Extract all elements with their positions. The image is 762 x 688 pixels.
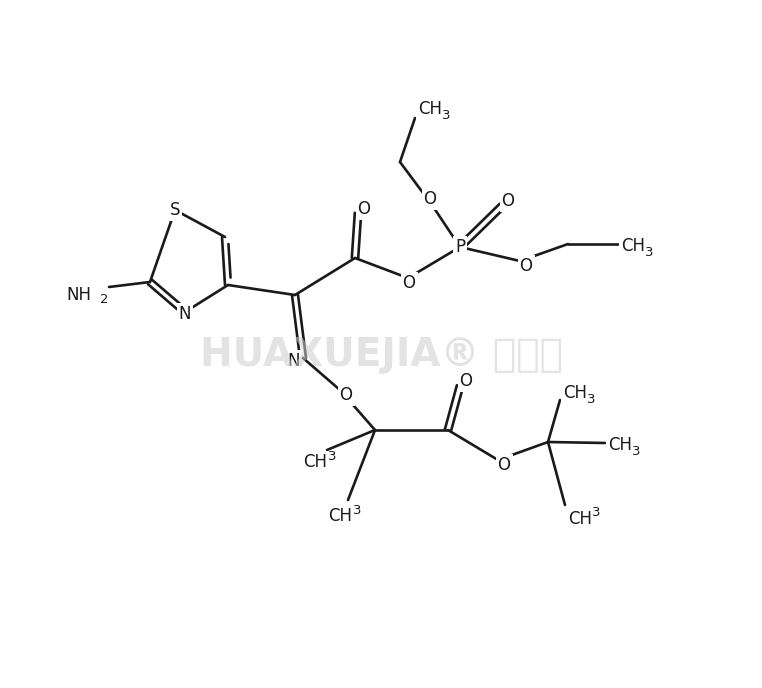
- Text: CH: CH: [608, 436, 632, 454]
- Text: HUAXUEJIA® 化学加: HUAXUEJIA® 化学加: [200, 336, 562, 374]
- Text: O: O: [459, 372, 472, 390]
- Text: CH: CH: [328, 507, 352, 525]
- Text: 3: 3: [587, 392, 595, 405]
- Text: 3: 3: [592, 506, 600, 519]
- Text: O: O: [424, 190, 437, 208]
- Text: NH: NH: [66, 286, 91, 304]
- Text: S: S: [170, 201, 181, 219]
- Text: 3: 3: [632, 444, 641, 458]
- Text: CH: CH: [563, 384, 587, 402]
- Text: CH: CH: [418, 100, 442, 118]
- Text: 3: 3: [353, 504, 361, 517]
- Text: CH: CH: [303, 453, 327, 471]
- Text: 3: 3: [645, 246, 654, 259]
- Text: O: O: [402, 274, 415, 292]
- Text: 3: 3: [328, 449, 337, 462]
- Text: N: N: [179, 305, 191, 323]
- Text: N: N: [288, 352, 300, 370]
- Text: CH: CH: [621, 237, 645, 255]
- Text: O: O: [340, 386, 353, 404]
- Text: O: O: [498, 456, 511, 474]
- Text: P: P: [455, 238, 465, 256]
- Text: O: O: [520, 257, 533, 275]
- Text: 2: 2: [100, 292, 108, 305]
- Text: O: O: [357, 200, 370, 218]
- Text: 3: 3: [442, 109, 450, 122]
- Text: O: O: [501, 192, 514, 210]
- Text: CH: CH: [568, 510, 592, 528]
